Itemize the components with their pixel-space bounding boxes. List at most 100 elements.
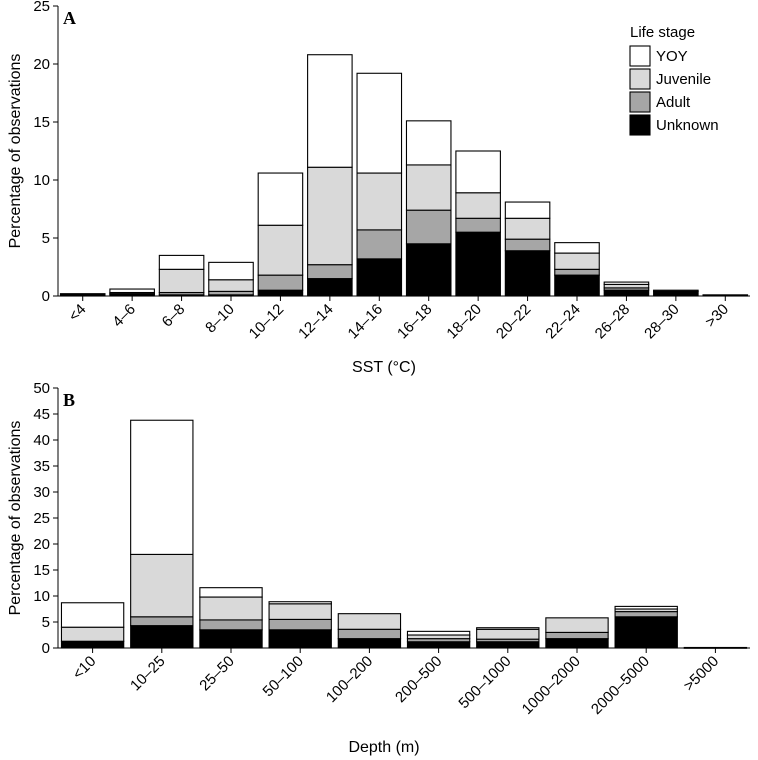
legend-swatch-unknown xyxy=(629,114,651,136)
panel-b-x-tick-label: 2000–5000 xyxy=(588,653,653,718)
panel-a-bar-yoy-6 xyxy=(356,72,403,174)
legend: Life stage YOY Juvenile Adult Unknown xyxy=(629,24,719,136)
panel-b-x-tick-label: 1000–2000 xyxy=(519,653,584,718)
panel-a-x-tick-label: 28–30 xyxy=(641,301,683,343)
panel-a-bar-yoy-8 xyxy=(455,150,501,194)
panel-a-bar-unknown-11 xyxy=(603,289,650,297)
panel-a-x-tick-label: 20–22 xyxy=(493,301,535,343)
panel-a-bar-yoy-4 xyxy=(257,172,304,226)
panel-b-bar-unknown-3 xyxy=(268,629,332,649)
panel-b-x-tick-label: 50–100 xyxy=(260,653,307,700)
panel-b-bar-adult-3 xyxy=(268,618,332,631)
panel-b-bar-unknown-2 xyxy=(199,629,263,649)
panel-b-bar-adult-8 xyxy=(614,611,678,618)
panel-a-bar-juvenile-3 xyxy=(208,279,254,292)
panel-b-bar-unknown-0 xyxy=(60,640,125,649)
panel-a-bar-adult-9 xyxy=(504,238,551,252)
panel-b-x-axis-title: Depth (m) xyxy=(348,739,419,756)
panel-b-x-tick-label: 500–1000 xyxy=(455,653,514,712)
panel-a-y-tick-label: 25 xyxy=(33,0,50,15)
legend-label-unknown: Unknown xyxy=(656,117,719,134)
panel-b-y-tick-label: 5 xyxy=(42,614,50,631)
panel-a-bar-adult-8 xyxy=(455,217,501,233)
legend-title: Life stage xyxy=(630,24,695,41)
panel-b-x-tick-label: 25–50 xyxy=(196,653,238,695)
panel-a-y-tick-label: 5 xyxy=(42,230,50,247)
panel-b-bar-unknown-4 xyxy=(337,638,402,649)
panel-b-bar-unknown-7 xyxy=(545,638,609,649)
panel-a-bar-unknown-12 xyxy=(653,290,699,297)
panel-a-bar-unknown-8 xyxy=(455,231,501,297)
panel-a-bar-juvenile-4 xyxy=(257,224,304,276)
panel-b-y-axis-title: Percentage of observations xyxy=(7,421,24,616)
panel-b-y-tick-label: 25 xyxy=(33,510,50,527)
panel-b-y-tick-label: 45 xyxy=(33,406,50,423)
panel-b-y-tick-label: 0 xyxy=(42,640,50,657)
panel-a-bar-juvenile-7 xyxy=(405,164,452,211)
panel-b-bar-juvenile-1 xyxy=(130,553,194,618)
panel-b-bar-adult-1 xyxy=(130,616,194,627)
legend-swatch-adult xyxy=(629,91,651,113)
panel-b-x-tick-label: 200–500 xyxy=(392,653,445,706)
panel-a-y-axis-title: Percentage of observations xyxy=(7,54,24,249)
panel-b-x-tick-label: 10–25 xyxy=(127,653,169,695)
panel-a-bar-yoy-11 xyxy=(603,281,650,285)
panel-a-x-tick-label: 22–24 xyxy=(542,301,584,343)
panel-a-bar-juvenile-6 xyxy=(356,172,403,231)
panel-a-bar-unknown-4 xyxy=(257,289,304,297)
panel-b-bar-adult-4 xyxy=(337,628,402,640)
panel-a-x-tick-label: 8–10 xyxy=(202,301,238,337)
panel-b-bar-yoy-5 xyxy=(406,630,471,636)
panel-b-x-tick-label: >5000 xyxy=(680,653,722,695)
panel-a-bar-adult-4 xyxy=(257,274,304,291)
panel-b-bar-adult-2 xyxy=(199,619,263,631)
panel-b-bar-yoy-6 xyxy=(476,627,540,630)
panel-b-y-tick-label: 50 xyxy=(33,380,50,397)
legend-swatch-juvenile xyxy=(629,68,651,90)
panel-a-bar-yoy-2 xyxy=(158,254,205,270)
panel-a-bar-juvenile-10 xyxy=(554,252,600,270)
panel-b-y-tick-label: 40 xyxy=(33,432,50,449)
panel-a-x-tick-label: 14–16 xyxy=(345,301,387,343)
panel-a-bar-adult-6 xyxy=(356,229,403,260)
panel-b-group: 0 5 10 15 20 25 30 35 40 45 50 <10 10–25 25–50 50–100 1… xyxy=(7,380,750,756)
panel-a-x-tick-label: 26–28 xyxy=(592,301,634,343)
panel-a-y-tick-label: 0 xyxy=(42,288,50,305)
panel-a-y-tick-label: 20 xyxy=(33,56,50,73)
panel-b-bar-unknown-1 xyxy=(130,625,194,649)
panel-a-x-tick-label: 12–14 xyxy=(295,301,337,343)
panel-a-group: 0 5 10 15 20 25 <4 4–6 6–8 8–10 10–12 12–14 14–16 16–… xyxy=(7,0,750,376)
panel-a-bar-unknown-6 xyxy=(356,258,403,297)
panel-a-bar-yoy-7 xyxy=(405,120,452,166)
panel-a-bar-unknown-10 xyxy=(554,274,600,297)
panel-b-panel-label: B xyxy=(63,390,75,410)
panel-b-x-tick-label: <10 xyxy=(69,653,99,683)
panel-b-bar-yoy-2 xyxy=(199,587,263,598)
panel-b-bar-juvenile-3 xyxy=(268,603,332,620)
panel-b-bar-unknown-6 xyxy=(476,641,540,649)
panel-a-bar-yoy-10 xyxy=(554,242,600,254)
panel-a-bar-adult-10 xyxy=(554,268,600,276)
panel-b-bar-juvenile-0 xyxy=(60,626,125,642)
legend-label-adult: Adult xyxy=(656,94,691,111)
panel-b-bar-unknown-5 xyxy=(406,641,471,649)
panel-a-bar-yoy-5 xyxy=(307,54,353,168)
panel-b-bar-juvenile-2 xyxy=(199,596,263,621)
legend-label-yoy: YOY xyxy=(656,48,688,65)
panel-a-x-tick-label: 4–6 xyxy=(109,301,139,331)
panel-a-bar-yoy-9 xyxy=(504,201,551,219)
panel-a-x-tick-label: 10–12 xyxy=(246,301,288,343)
panel-b-bar-adult-7 xyxy=(545,631,609,640)
panel-a-x-tick-label: 16–18 xyxy=(394,301,436,343)
panel-a-panel-label: A xyxy=(63,8,76,28)
panel-b-bar-yoy-1 xyxy=(130,419,194,555)
panel-b-bar-yoy-3 xyxy=(268,601,332,605)
panel-a-bar-juvenile-8 xyxy=(455,192,501,219)
panel-a-bar-juvenile-5 xyxy=(307,166,353,266)
panel-a-bar-adult-12 xyxy=(653,289,699,292)
legend-label-juvenile: Juvenile xyxy=(656,71,711,88)
panel-b-y-tick-label: 20 xyxy=(33,536,50,553)
panel-a-bar-juvenile-2 xyxy=(158,268,205,294)
panel-a-y-tick-label: 10 xyxy=(33,172,50,189)
